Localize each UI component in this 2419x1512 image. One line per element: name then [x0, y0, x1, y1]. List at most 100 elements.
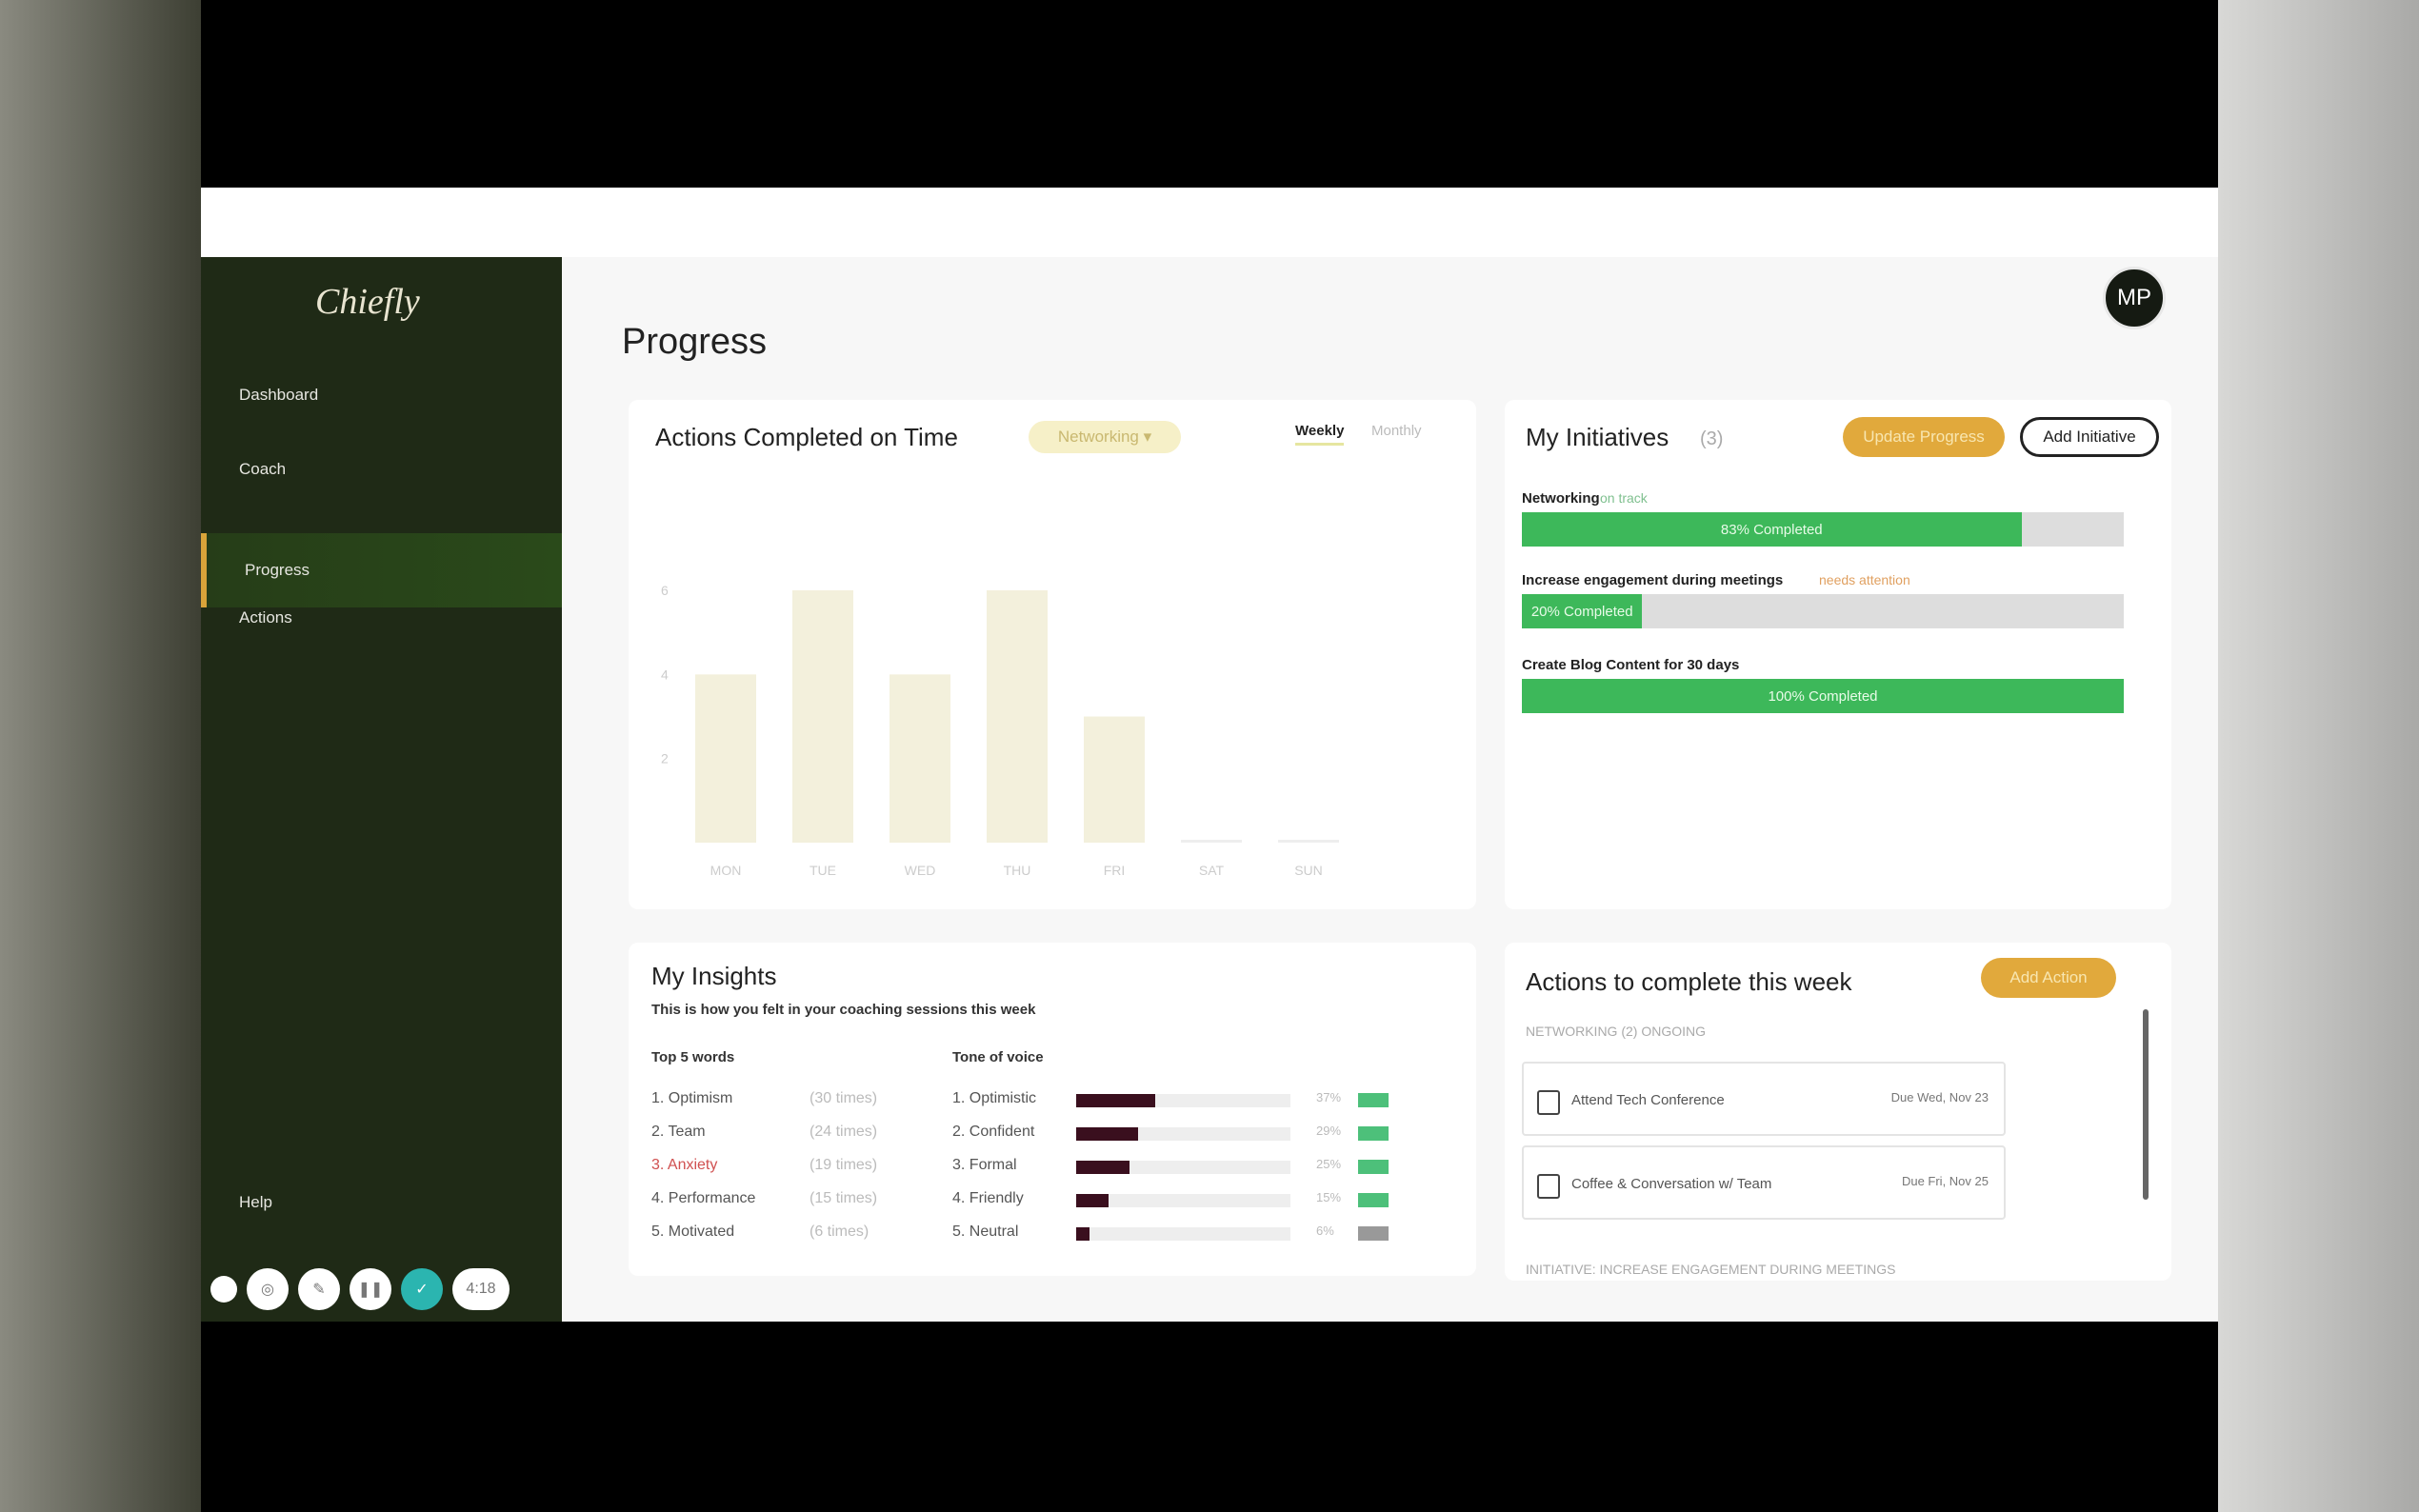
bar-thu[interactable] — [987, 590, 1048, 843]
tone-bar-fill — [1076, 1227, 1090, 1241]
initiative-name[interactable]: Create Blog Content for 30 days — [1522, 657, 1740, 673]
bar-chart: 2 4 6 MON TUE WED THU FRI SAT SUN — [661, 583, 1339, 878]
progress-fill: 100% Completed — [1522, 679, 2124, 713]
sidebar-item-help[interactable]: Help — [239, 1193, 272, 1211]
add-action-button[interactable]: Add Action — [1981, 958, 2116, 998]
chiefly-logo: Chiefly — [315, 282, 420, 322]
top-word: 1. Optimism — [651, 1090, 733, 1106]
tone-percent: 25% — [1316, 1157, 1342, 1171]
x-tick-label: SUN — [1294, 863, 1323, 878]
initiative-status: on track — [1600, 490, 1648, 506]
initiative-filter-dropdown[interactable]: Networking ▾ — [1029, 421, 1181, 453]
add-initiative-button[interactable]: Add Initiative — [2020, 417, 2159, 457]
initiative-progress-bar: 20% Completed — [1522, 594, 2124, 628]
bar-sun[interactable] — [1278, 840, 1339, 843]
action-checkbox[interactable] — [1537, 1090, 1560, 1115]
camera-icon[interactable]: ◎ — [247, 1268, 289, 1310]
scrollbar[interactable] — [2143, 1009, 2149, 1200]
tone-bar — [1076, 1127, 1290, 1141]
tone-badge — [1358, 1093, 1389, 1107]
y-tick-label: 6 — [661, 583, 669, 598]
insights-card: My Insights This is how you felt in your… — [629, 943, 1476, 1276]
x-tick-label: THU — [1004, 863, 1031, 878]
initiatives-title: My Initiatives — [1526, 423, 1669, 451]
tone-badge — [1358, 1193, 1389, 1207]
action-item[interactable]: Coffee & Conversation w/ Team Due Fri, No… — [1522, 1145, 2006, 1220]
tone-percent: 6% — [1316, 1224, 1334, 1238]
x-tick-label: TUE — [810, 863, 836, 878]
action-item[interactable]: Attend Tech Conference Due Wed, Nov 23 — [1522, 1062, 2006, 1136]
action-label: Attend Tech Conference — [1571, 1092, 1725, 1108]
action-label: Coffee & Conversation w/ Team — [1571, 1176, 1772, 1192]
action-due-date: Due Fri, Nov 25 — [1901, 1174, 1989, 1188]
bar-wed[interactable] — [890, 674, 950, 843]
tone-header: Tone of voice — [952, 1049, 1044, 1065]
action-checkbox[interactable] — [1537, 1174, 1560, 1199]
tone-bar-fill — [1076, 1161, 1130, 1174]
word-count: (30 times) — [810, 1090, 878, 1106]
collapse-icon[interactable] — [210, 1276, 237, 1303]
y-tick-label: 2 — [661, 751, 669, 766]
word-count: (15 times) — [810, 1190, 878, 1206]
x-tick-label: SAT — [1199, 863, 1225, 878]
actions-section-label: NETWORKING (2) ONGOING — [1526, 1024, 1706, 1039]
x-tick-label: WED — [905, 863, 936, 878]
x-tick-label: FRI — [1104, 863, 1126, 878]
word-count: (19 times) — [810, 1157, 878, 1173]
initiative-progress-bar: 100% Completed — [1522, 679, 2124, 713]
initiative-name[interactable]: Networking — [1522, 490, 1600, 507]
bar-tue[interactable] — [792, 590, 853, 843]
top-word: 2. Team — [651, 1124, 706, 1140]
tone-label: 2. Confident — [952, 1124, 1035, 1140]
check-icon[interactable]: ✓ — [401, 1268, 443, 1310]
video-bezel-left — [0, 0, 201, 1512]
tone-percent: 37% — [1316, 1090, 1342, 1104]
actions-title: Actions to complete this week — [1526, 967, 1852, 996]
sidebar-item-actions[interactable]: Actions — [239, 608, 292, 627]
draw-icon[interactable]: ✎ — [298, 1268, 340, 1310]
pause-icon[interactable]: ❚❚ — [350, 1268, 391, 1310]
app-window: Chiefly Dashboard Coach Progress Actions… — [201, 257, 2218, 1322]
sidebar-item-progress[interactable]: Progress — [201, 533, 562, 607]
avatar[interactable]: MP — [2103, 267, 2166, 329]
top-word: 3. Anxiety — [651, 1157, 718, 1173]
tone-badge — [1358, 1126, 1389, 1141]
actions-chart-card: Actions Completed on Time Networking ▾ W… — [629, 400, 1476, 909]
sidebar: Chiefly Dashboard Coach Progress Actions… — [201, 257, 562, 1322]
tone-bar — [1076, 1227, 1290, 1241]
sidebar-item-coach[interactable]: Coach — [239, 460, 287, 478]
tone-label: 1. Optimistic — [952, 1090, 1037, 1106]
video-bezel-right — [2218, 0, 2419, 1512]
y-tick-label: 4 — [661, 666, 669, 682]
tab-weekly[interactable]: Weekly — [1295, 423, 1345, 446]
recording-timer: 4:18 — [452, 1268, 510, 1310]
next-section-label: INITIATIVE: INCREASE ENGAGEMENT DURING M… — [1526, 1262, 1896, 1277]
tone-percent: 29% — [1316, 1124, 1342, 1138]
tone-badge — [1358, 1226, 1389, 1241]
tone-badge — [1358, 1160, 1389, 1174]
sidebar-item-dashboard[interactable]: Dashboard — [239, 386, 319, 404]
bar-sat[interactable] — [1181, 840, 1242, 843]
action-due-date: Due Wed, Nov 23 — [1890, 1090, 1989, 1104]
tone-bar — [1076, 1094, 1290, 1107]
update-progress-button[interactable]: Update Progress — [1843, 417, 2005, 457]
bar-fri[interactable] — [1084, 716, 1145, 844]
progress-fill: 20% Completed — [1522, 594, 1643, 628]
progress-fill: 83% Completed — [1522, 512, 2022, 547]
tone-bar-fill — [1076, 1194, 1109, 1207]
tone-percent: 15% — [1316, 1190, 1342, 1204]
tone-label: 3. Formal — [952, 1157, 1017, 1173]
tone-bar-fill — [1076, 1094, 1156, 1107]
top-word: 5. Motivated — [651, 1224, 735, 1240]
initiatives-card: My Initiatives (3) Update Progress Add I… — [1505, 400, 2171, 909]
initiative-name[interactable]: Increase engagement during meetings — [1522, 572, 1784, 588]
initiative-status: needs attention — [1819, 572, 1910, 587]
page-title: Progress — [622, 322, 768, 362]
top-words-header: Top 5 words — [651, 1049, 735, 1065]
word-count: (24 times) — [810, 1124, 878, 1140]
tab-monthly[interactable]: Monthly — [1371, 423, 1422, 439]
initiative-progress-bar: 83% Completed — [1522, 512, 2124, 547]
chart-title: Actions Completed on Time — [655, 423, 958, 451]
tone-label: 5. Neutral — [952, 1224, 1019, 1240]
bar-mon[interactable] — [695, 674, 756, 843]
